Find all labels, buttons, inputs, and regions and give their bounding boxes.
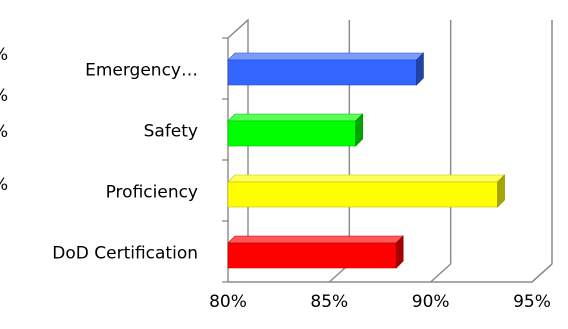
bar-top-face	[227, 174, 506, 183]
margin-percent-mark: %	[0, 175, 8, 195]
bar-end-face	[395, 235, 404, 269]
bar-top-face	[227, 113, 364, 122]
bar-end-face	[416, 52, 424, 86]
category-label: Safety	[144, 122, 198, 142]
margin-percent-mark: %	[0, 122, 8, 142]
bar-front-face	[227, 59, 417, 86]
bar-end-face	[497, 174, 505, 208]
margin-percent-mark: %	[0, 86, 8, 106]
x-tick-label: 90%	[412, 292, 450, 312]
category-labels: DoD Certification Proficiency Safety Emerge…	[52, 61, 198, 264]
bar	[227, 52, 425, 86]
bar-top-face	[227, 235, 404, 244]
bar-end-face	[355, 113, 363, 147]
bars	[227, 52, 506, 269]
category-label: Proficiency	[106, 183, 198, 203]
margin-percent-mark: %	[0, 45, 8, 65]
left-margin-marks: %%%%	[0, 45, 8, 195]
bar	[227, 113, 364, 147]
x-tick-label: 85%	[310, 292, 348, 312]
category-label: DoD Certification	[52, 244, 198, 264]
bar-front-face	[227, 181, 498, 208]
x-tick-label: 95%	[513, 292, 551, 312]
category-label: Emergency…	[85, 61, 198, 81]
x-tick-label: 80%	[209, 292, 247, 312]
bar	[227, 235, 404, 269]
bar-front-face	[227, 242, 397, 269]
gridline-floor	[531, 263, 553, 283]
x-tick-labels: 80% 85% 90% 95%	[209, 292, 551, 312]
gridline-floor	[430, 263, 452, 283]
bar-front-face	[227, 120, 356, 147]
bar	[227, 174, 506, 208]
bar-top-face	[227, 52, 425, 61]
